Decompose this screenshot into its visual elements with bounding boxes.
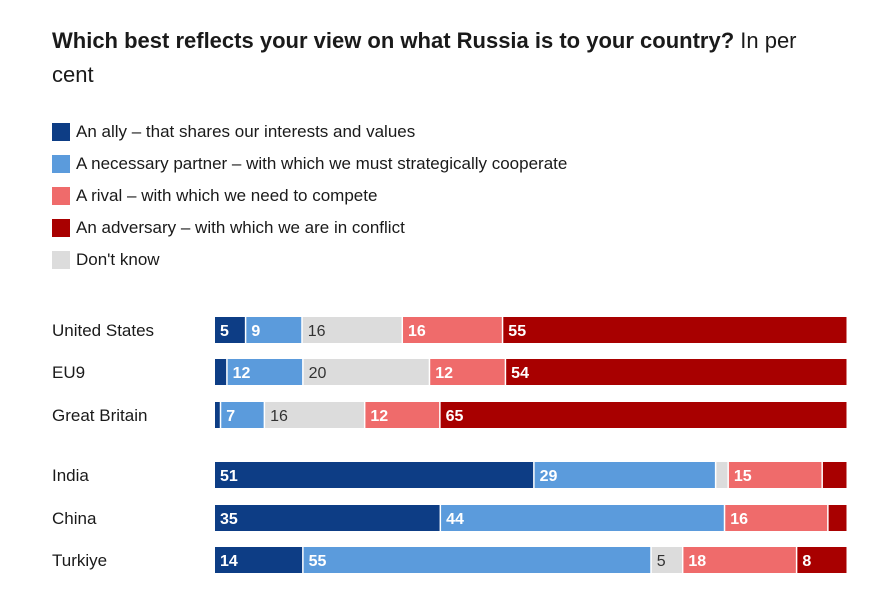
legend-item-ally: An ally – that shares our interests and … <box>52 116 567 148</box>
data-label-adversary-0: 55 <box>508 323 526 340</box>
data-label-dontknow-2: 16 <box>270 408 288 425</box>
data-label-partner-2: 7 <box>226 408 235 425</box>
legend-swatch-rival <box>52 187 70 205</box>
data-label-partner-1: 12 <box>233 365 251 382</box>
data-label-ally-4: 35 <box>220 511 238 528</box>
data-label-adversary-5: 8 <box>802 553 811 570</box>
data-label-dontknow-0: 16 <box>308 323 326 340</box>
bar-partner-2 <box>221 402 264 428</box>
data-label-ally-0: 5 <box>220 323 229 340</box>
data-label-partner-3: 29 <box>540 468 558 485</box>
bar-partner-3 <box>534 462 715 488</box>
legend-label-adversary: An adversary – with which we are in conf… <box>76 218 405 237</box>
category-label-0: United States <box>52 321 154 340</box>
legend-item-partner: A necessary partner – with which we must… <box>52 148 567 180</box>
bar-adversary-2 <box>440 402 847 428</box>
bar-adversary-0 <box>503 317 847 343</box>
data-label-ally-5: 14 <box>220 553 238 570</box>
data-label-rival-2: 12 <box>370 408 388 425</box>
data-label-ally-3: 51 <box>220 468 238 485</box>
category-label-1: EU9 <box>52 363 85 382</box>
bar-rival-5 <box>683 547 796 573</box>
legend-swatch-partner <box>52 155 70 173</box>
bar-adversary-5 <box>797 547 847 573</box>
title-main: Which best reflects your view on what Ru… <box>52 28 735 53</box>
legend-label-rival: A rival – with which we need to compete <box>76 186 378 205</box>
bar-ally-0 <box>215 317 245 343</box>
bar-adversary-4 <box>828 505 847 531</box>
data-label-rival-0: 16 <box>408 323 426 340</box>
legend-label-partner: A necessary partner – with which we must… <box>76 154 568 173</box>
legend-swatch-dontknow <box>52 251 70 269</box>
bar-dontknow-2 <box>265 402 364 428</box>
data-label-rival-3: 15 <box>734 468 752 485</box>
bar-rival-4 <box>725 505 828 531</box>
legend-item-rival: A rival – with which we need to compete <box>52 180 567 212</box>
legend-label-dontknow: Don't know <box>76 250 160 269</box>
data-label-adversary-2: 65 <box>446 408 464 425</box>
legend-item-adversary: An adversary – with which we are in conf… <box>52 212 567 244</box>
category-label-3: India <box>52 466 89 485</box>
data-label-rival-5: 18 <box>688 553 706 570</box>
bar-dontknow-1 <box>303 359 429 385</box>
bar-adversary-1 <box>506 359 847 385</box>
data-label-partner-5: 55 <box>309 553 327 570</box>
data-label-dontknow-5: 5 <box>657 553 666 570</box>
bar-partner-0 <box>246 317 302 343</box>
bar-ally-4 <box>215 505 440 531</box>
data-label-partner-0: 9 <box>251 323 260 340</box>
bar-adversary-3 <box>822 462 847 488</box>
bar-dontknow-5 <box>651 547 682 573</box>
data-label-dontknow-1: 20 <box>309 365 327 382</box>
bar-ally-5 <box>215 547 303 573</box>
bar-partner-5 <box>303 547 651 573</box>
bar-rival-2 <box>365 402 440 428</box>
legend-label-ally: An ally – that shares our interests and … <box>76 122 416 141</box>
bar-partner-4 <box>441 505 724 531</box>
bar-rival-3 <box>728 462 822 488</box>
bar-partner-1 <box>227 359 303 385</box>
category-label-5: Turkiye <box>52 551 107 570</box>
legend: An ally – that shares our interests and … <box>52 116 567 276</box>
bar-rival-0 <box>403 317 502 343</box>
legend-swatch-ally <box>52 123 70 141</box>
category-label-4: China <box>52 509 97 528</box>
data-label-rival-1: 12 <box>435 365 453 382</box>
bar-rival-1 <box>430 359 505 385</box>
title-unit: In per cent <box>52 28 797 87</box>
chart-title: Which best reflects your view on what Ru… <box>52 24 832 92</box>
bar-dontknow-3 <box>716 462 728 488</box>
bar-ally-1 <box>215 359 227 385</box>
category-label-2: Great Britain <box>52 406 147 425</box>
bar-dontknow-0 <box>302 317 402 343</box>
data-label-adversary-1: 54 <box>511 365 529 382</box>
legend-item-dontknow: Don't know <box>52 244 567 276</box>
data-label-partner-4: 44 <box>446 511 464 528</box>
data-label-rival-4: 16 <box>730 511 748 528</box>
bar-ally-3 <box>215 462 534 488</box>
legend-swatch-adversary <box>52 219 70 237</box>
bar-ally-2 <box>215 402 220 428</box>
